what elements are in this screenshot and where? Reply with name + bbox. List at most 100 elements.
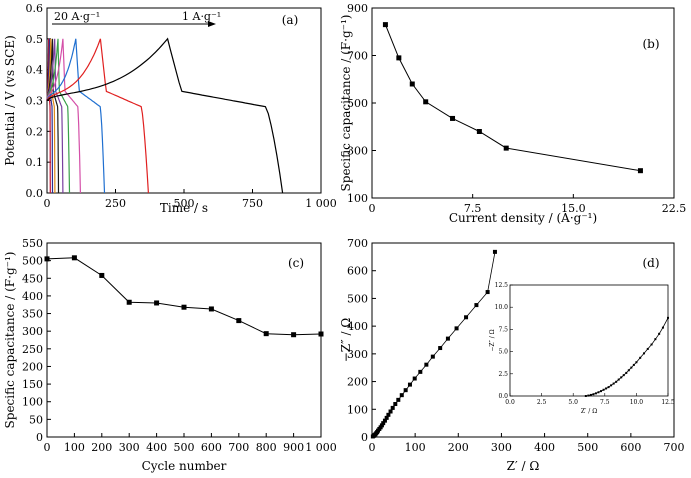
inset-marker	[650, 343, 653, 346]
data-marker	[438, 346, 443, 351]
x-tick-label: 15.0	[561, 202, 586, 215]
data-marker	[450, 115, 456, 121]
inset-x-tick-label: 7.5	[600, 399, 610, 406]
x-tick-label: 600	[201, 441, 222, 454]
y-tick-label: 300	[22, 325, 43, 338]
inset-marker	[625, 371, 628, 374]
x-axis-label: Time / s	[160, 201, 208, 215]
y-tick-label: 900	[347, 2, 368, 15]
y-tick-label: 400	[347, 320, 368, 333]
y-tick-label: 0.2	[26, 125, 44, 138]
y-tick-label: 700	[347, 237, 368, 250]
panel-label: (c)	[288, 256, 304, 270]
y-tick-label: 350	[22, 308, 43, 321]
y-tick-label: 0	[36, 431, 43, 444]
panel-label: (d)	[642, 256, 659, 270]
inset-marker	[615, 380, 618, 383]
data-marker	[423, 99, 429, 105]
inset-marker	[592, 393, 595, 396]
data-marker	[382, 22, 388, 28]
data-marker	[381, 421, 386, 426]
x-tick-label: 300	[119, 441, 140, 454]
inset-x-tick-label: 0.0	[505, 399, 515, 406]
data-marker	[430, 354, 435, 359]
x-tick-label: 300	[491, 441, 512, 454]
x-tick-label: 400	[146, 441, 167, 454]
data-marker	[390, 405, 395, 410]
inset-marker	[630, 366, 633, 369]
x-tick-label: 0	[369, 441, 376, 454]
x-axis-label: Cycle number	[142, 459, 227, 473]
inset-marker	[607, 386, 610, 389]
x-tick-label: 1 000	[305, 197, 337, 210]
inset-x-tick-label: 10.0	[630, 399, 644, 406]
inset-marker	[661, 326, 664, 329]
inset-frame	[509, 284, 669, 397]
data-marker	[382, 418, 387, 423]
inset-marker	[635, 361, 638, 364]
plot-frame	[371, 242, 675, 438]
x-tick-label: 200	[448, 441, 469, 454]
x-tick-label: 200	[91, 441, 112, 454]
y-tick-label: 400	[22, 290, 43, 303]
inset-chart: 0.00.0 2.5 2.5 5.0 5.0 7.5 7.5 10.0 10.0 12.5 12.5…	[489, 282, 675, 415]
y-tick-label: 600	[347, 265, 368, 278]
inset-marker	[612, 382, 615, 385]
panel-a: 0 250 500 750 1 000 0.0 0.1 0.2 0.3 0.4 0.5 0.6 Time…	[3, 2, 337, 215]
data-marker	[126, 299, 132, 305]
data-marker	[399, 393, 404, 398]
inset-marker	[639, 356, 642, 359]
inset-x-tick-label: 5.0	[568, 399, 578, 406]
inset-marker	[587, 394, 590, 397]
x-tick-label: 0	[44, 441, 51, 454]
inset-y-tick-label: 7.5	[498, 326, 508, 333]
y-tick-label: 0.3	[26, 95, 44, 108]
panel-label: (a)	[282, 13, 299, 27]
y-axis-label: Specific capacitance / (F·g⁻¹)	[339, 15, 353, 192]
inset-marker	[597, 391, 600, 394]
y-tick-label: 550	[22, 237, 43, 250]
data-marker	[464, 315, 469, 320]
x-tick-label: 500	[577, 441, 598, 454]
direction-arrowhead	[208, 21, 216, 27]
y-tick-label: 0.4	[26, 64, 44, 77]
y-tick-label: 0.0	[26, 187, 44, 200]
data-marker	[44, 256, 50, 262]
data-marker	[396, 55, 402, 61]
plot-frame	[371, 7, 675, 199]
x-tick-label: 0	[369, 202, 376, 215]
inset-marker	[605, 387, 608, 390]
x-tick-label: 500	[174, 197, 195, 210]
inset-marker	[642, 352, 645, 355]
x-tick-label: 800	[256, 441, 277, 454]
panel-d: 0 100 200 300 400 500 600 700 0 100 200 300 400 500 60…	[339, 237, 685, 473]
gcd-curve	[46, 38, 60, 194]
x-tick-label: 700	[228, 441, 249, 454]
data-marker	[154, 300, 160, 306]
data-marker	[181, 304, 187, 310]
y-tick-label: 100	[347, 192, 368, 205]
data-marker	[637, 168, 643, 174]
data-marker	[503, 145, 509, 151]
y-tick-label: 0.1	[26, 156, 44, 169]
x-tick-label: 0	[44, 197, 51, 210]
data-marker	[492, 249, 497, 254]
gcd-curve	[46, 38, 71, 194]
y-tick-label: 300	[347, 348, 368, 361]
y-tick-label: 300	[347, 145, 368, 158]
inset-marker	[627, 369, 630, 372]
panel-b: 0 7.5 15.0 22.5 100 300 500 700 900 Current densi…	[339, 2, 686, 225]
data-marker	[418, 369, 423, 374]
inset-marker	[646, 347, 649, 350]
data-marker	[393, 402, 398, 407]
y-tick-label: 100	[22, 396, 43, 409]
data-marker	[99, 272, 105, 278]
annotation-high-rate: 20 A·g⁻¹	[54, 10, 100, 23]
data-marker	[403, 388, 408, 393]
inset-y-tick-label: 0.0	[498, 393, 508, 400]
inset-marker	[602, 388, 605, 391]
inset-marker	[654, 338, 657, 341]
y-tick-label: 500	[22, 255, 43, 268]
capacitance-line	[384, 24, 641, 172]
data-marker	[454, 326, 459, 331]
